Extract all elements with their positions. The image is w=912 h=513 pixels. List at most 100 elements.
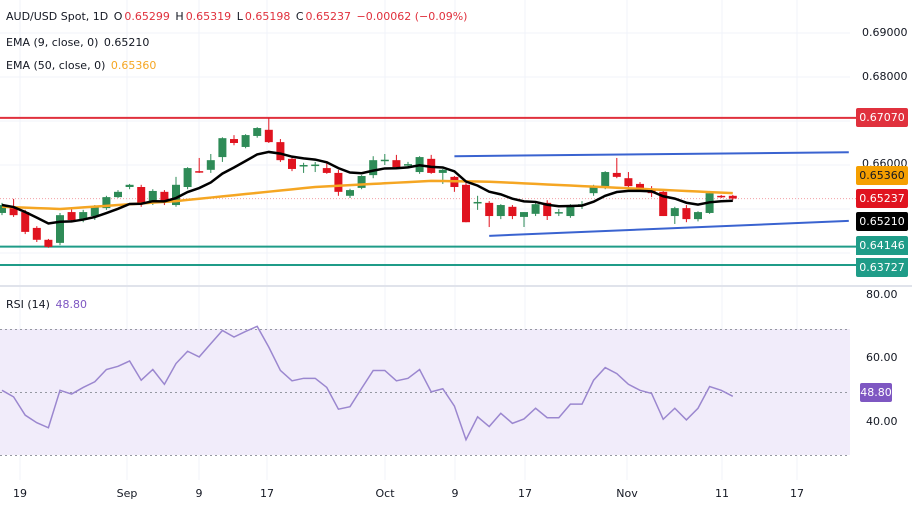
change-value: −0.00062 (−0.09%) — [356, 10, 468, 23]
candle-body — [485, 202, 494, 217]
low-value: 0.65198 — [244, 10, 291, 23]
candle-body — [462, 184, 470, 223]
x-tick: 17 — [790, 487, 804, 500]
channel-lower-line — [489, 219, 849, 237]
open-label: O — [113, 10, 123, 23]
candle-body — [554, 212, 563, 214]
candle-body — [137, 187, 146, 203]
rsi-tick: 80.00 — [866, 288, 898, 301]
rsi-value-tag: 48.80 — [860, 383, 892, 402]
candle-body — [659, 191, 668, 217]
ema9-price-tag: 0.65210 — [856, 212, 908, 231]
ema9-label: EMA (9, close, 0) — [6, 36, 99, 49]
rsi-line — [1, 325, 734, 442]
candle-body — [264, 129, 273, 143]
candle-body — [380, 159, 389, 162]
candle-body — [508, 206, 517, 217]
horizontal-levels — [0, 116, 856, 267]
close-label: C — [295, 10, 304, 23]
candle-body — [172, 184, 180, 206]
candle-body — [601, 172, 610, 187]
candle-body — [90, 206, 99, 217]
candle-body — [357, 176, 366, 188]
support2-price-tag: 0.63727 — [856, 258, 908, 277]
candle-body — [717, 195, 726, 198]
high-label: H — [175, 10, 184, 23]
candle-body — [636, 183, 644, 191]
candle-body — [311, 164, 320, 167]
close-value: 0.65237 — [305, 10, 352, 23]
candle-body — [218, 138, 227, 158]
candle-body — [230, 139, 238, 143]
ema-lines — [1, 150, 733, 225]
ema50-legend[interactable]: EMA (50, close, 0) 0.65360 — [6, 59, 158, 72]
candle-body — [195, 171, 204, 173]
resistance-price-tag: 0.67070 — [856, 108, 908, 127]
candle-body — [102, 197, 111, 209]
x-tick: Sep — [116, 487, 138, 500]
candle-body — [160, 191, 169, 202]
price-tick: 0.69000 — [862, 26, 908, 39]
x-tick: 17 — [518, 487, 532, 500]
candle-body — [404, 164, 412, 166]
symbol-title: AUD/USD Spot, 1D — [6, 10, 109, 23]
candle-body — [694, 212, 702, 220]
candle-body — [114, 191, 122, 198]
x-tick: 19 — [13, 487, 27, 500]
candle-body — [438, 169, 447, 173]
rsi-tick: 60.00 — [866, 351, 898, 364]
candle-body — [241, 135, 250, 147]
ema9-legend[interactable]: EMA (9, close, 0) 0.65210 — [6, 36, 151, 49]
candle-body — [531, 204, 540, 214]
rsi-label: RSI (14) — [6, 298, 50, 311]
channel-upper-line — [454, 151, 849, 158]
candle-body — [21, 212, 30, 232]
last-price-tag: 0.65237 — [856, 189, 908, 208]
low-label: L — [236, 10, 243, 23]
candle-body — [496, 205, 505, 217]
price-tick: 0.68000 — [862, 70, 908, 83]
candle-body — [520, 212, 528, 217]
candle-body — [624, 178, 633, 187]
open-value: 0.65299 — [124, 10, 170, 23]
candle-body — [0, 205, 6, 213]
candle-body — [728, 195, 737, 199]
ema9-value: 0.65210 — [103, 36, 150, 49]
x-tick: Nov — [616, 487, 638, 500]
candle-body — [682, 208, 691, 220]
candle-body — [589, 186, 598, 194]
ohlc-legend: AUD/USD Spot, 1D O 0.65299 H 0.65319 L 0.65… — [6, 10, 469, 23]
candle-body — [299, 165, 308, 167]
candle-body — [346, 190, 354, 196]
ema50-line — [1, 179, 733, 211]
candle-body — [56, 215, 64, 243]
rsi-value: 48.80 — [55, 298, 87, 311]
candle-body — [67, 212, 76, 220]
candle-body — [79, 212, 88, 220]
candle-body — [183, 168, 192, 187]
candle-body — [670, 208, 679, 217]
candle-body — [392, 160, 401, 168]
candle-body — [369, 160, 378, 176]
x-tick: 11 — [715, 487, 729, 500]
candle-body — [473, 201, 482, 204]
high-value: 0.65319 — [185, 10, 232, 23]
candle-body — [276, 142, 285, 161]
candle-body — [566, 205, 575, 217]
x-tick: Oct — [375, 487, 395, 500]
rsi-legend[interactable]: RSI (14) 48.80 — [6, 298, 89, 311]
ema9-line — [1, 150, 733, 225]
x-tick: 9 — [195, 487, 203, 500]
ema50-price-tag: 0.65360 — [856, 166, 908, 185]
candle-body — [253, 128, 262, 136]
candle-body — [125, 184, 134, 187]
candles — [0, 117, 737, 248]
candle-body — [206, 160, 215, 170]
candle-body — [612, 172, 621, 177]
rsi-pane — [0, 325, 850, 456]
candle-body — [288, 158, 296, 169]
ema50-label: EMA (50, close, 0) — [6, 59, 106, 72]
support1-price-tag: 0.64146 — [856, 236, 908, 255]
candle-body — [32, 227, 41, 240]
